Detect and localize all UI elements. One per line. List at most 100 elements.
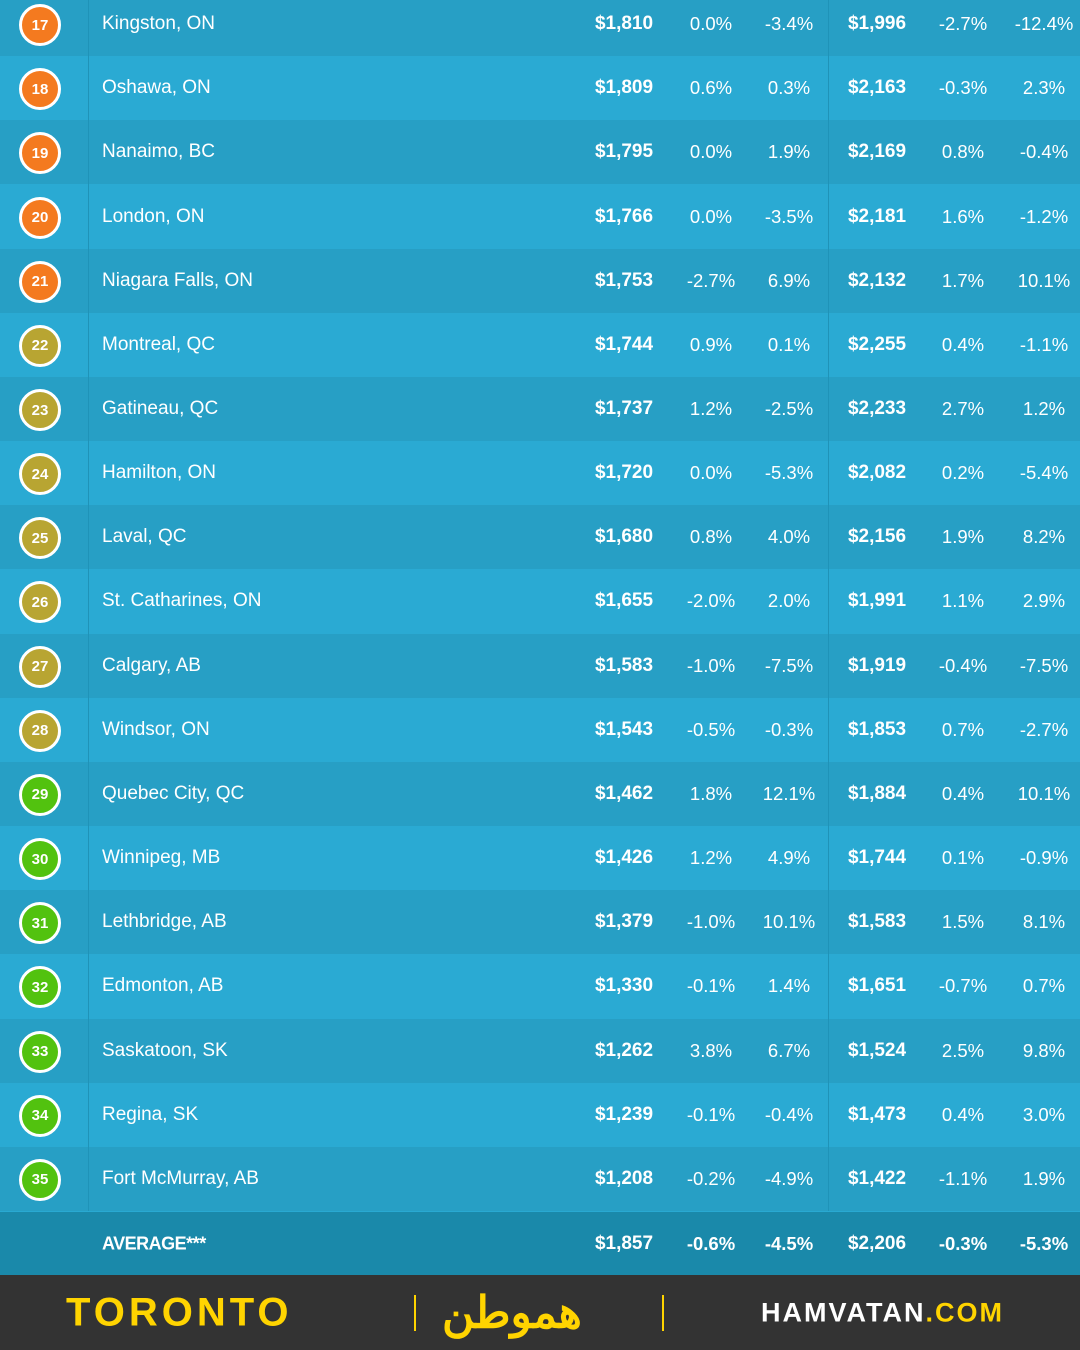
2br-yearly-change: 1.9%	[1022, 1167, 1066, 1189]
2br-monthly-change: 0.8%	[941, 141, 985, 163]
rank-badge: 18	[19, 68, 61, 111]
1br-monthly-change: 1.2%	[689, 398, 733, 420]
table-row: 19 Nanaimo, BC $1,795 0.0% 1.9% $2,169 0.8% -0.…	[0, 120, 1080, 185]
2br-yearly-change: -0.9%	[1019, 847, 1069, 869]
table-row: 31 Lethbridge, AB $1,379 -1.0% 10.1% $1,583 1.…	[0, 890, 1080, 955]
rank-badge: 30	[19, 838, 61, 881]
column-divider	[88, 0, 89, 57]
1br-monthly-change: 0.6%	[689, 77, 733, 99]
table-row: 22 Montreal, QC $1,744 0.9% 0.1% $2,255 0.4% -1…	[0, 312, 1080, 377]
city-name: Fort McMurray, AB	[102, 1167, 259, 1189]
2br-monthly-change: -1.1%	[938, 1167, 988, 1189]
city-name: Windsor, ON	[102, 718, 210, 740]
2br-monthly-change: 0.2%	[941, 462, 985, 484]
average-1br-price: $1,857	[594, 1232, 654, 1254]
2br-yearly-change: -1.1%	[1019, 333, 1069, 355]
2br-yearly-change: 2.9%	[1022, 590, 1066, 612]
column-divider	[88, 312, 89, 377]
2br-monthly-change: -0.4%	[938, 654, 988, 676]
column-divider	[828, 376, 829, 442]
column-divider	[828, 184, 829, 249]
1br-monthly-change: -1.0%	[686, 911, 736, 933]
table-row: 32 Edmonton, AB $1,330 -0.1% 1.4% $1,651 -0.7%…	[0, 954, 1080, 1019]
1br-monthly-change: 0.0%	[689, 462, 733, 484]
divider	[662, 1295, 664, 1331]
rank-badge: 19	[19, 132, 61, 175]
rank-badge: 22	[19, 324, 61, 367]
column-divider	[88, 633, 89, 698]
table-row: 33 Saskatoon, SK $1,262 3.8% 6.7% $1,524 2.5% 9…	[0, 1018, 1080, 1083]
column-divider	[828, 120, 829, 185]
1br-monthly-change: 3.8%	[689, 1039, 733, 1061]
1br-monthly-change: 0.0%	[689, 13, 733, 35]
2br-price: $1,919	[847, 654, 907, 676]
1br-yearly-change: -0.3%	[764, 718, 814, 740]
2br-monthly-change: 0.4%	[941, 1103, 985, 1125]
site-tld: .COM	[925, 1297, 1004, 1327]
rank-badge: 26	[19, 581, 61, 624]
2br-monthly-change: 0.1%	[941, 847, 985, 869]
table-row: 18 Oshawa, ON $1,809 0.6% 0.3% $2,163 -0.3% 2.3…	[0, 56, 1080, 121]
rent-table: 17 Kingston, ON $1,810 0.0% -3.4% $1,996 -2.7%…	[0, 0, 1080, 1211]
1br-price: $1,543	[594, 718, 654, 740]
average-2br-price: $2,206	[847, 1232, 907, 1254]
rank-badge: 28	[19, 709, 61, 752]
1br-yearly-change: -3.4%	[764, 13, 814, 35]
column-divider	[828, 505, 829, 570]
average-1br-yearly-change: -4.5%	[764, 1232, 814, 1254]
average-2br-monthly-change: -0.3%	[938, 1232, 988, 1254]
rank-badge: 17	[19, 4, 61, 47]
divider	[414, 1295, 416, 1331]
1br-monthly-change: -0.5%	[686, 718, 736, 740]
2br-yearly-change: 10.1%	[1017, 269, 1071, 291]
table-row: 35 Fort McMurray, AB $1,208 -0.2% -4.9% $1,42…	[0, 1146, 1080, 1211]
1br-monthly-change: 0.8%	[689, 526, 733, 548]
table-row: 17 Kingston, ON $1,810 0.0% -3.4% $1,996 -2.7%…	[0, 0, 1080, 57]
2br-monthly-change: 2.5%	[941, 1039, 985, 1061]
1br-price: $1,795	[594, 141, 654, 163]
column-divider	[828, 697, 829, 762]
1br-yearly-change: 1.4%	[767, 975, 811, 997]
2br-price: $1,996	[847, 13, 907, 35]
city-name: Winnipeg, MB	[102, 847, 221, 869]
1br-yearly-change: -4.9%	[764, 1167, 814, 1189]
2br-monthly-change: 0.7%	[941, 718, 985, 740]
table-row: 29 Quebec City, QC $1,462 1.8% 12.1% $1,884 0.…	[0, 761, 1080, 827]
2br-monthly-change: -0.3%	[938, 77, 988, 99]
city-name: Lethbridge, AB	[102, 911, 227, 933]
column-divider	[88, 826, 89, 891]
rank-badge: 31	[19, 902, 61, 945]
1br-monthly-change: -0.1%	[686, 975, 736, 997]
2br-monthly-change: 1.6%	[941, 205, 985, 227]
city-name: Oshawa, ON	[102, 77, 211, 99]
2br-yearly-change: -12.4%	[1014, 13, 1074, 35]
table-row: 21 Niagara Falls, ON $1,753 -2.7% 6.9% $2,132…	[0, 248, 1080, 313]
2br-yearly-change: 10.1%	[1017, 782, 1071, 804]
1br-price: $1,753	[594, 269, 654, 291]
column-divider	[828, 312, 829, 377]
rank-badge: 32	[19, 966, 61, 1009]
city-name: London, ON	[102, 205, 205, 227]
1br-monthly-change: -2.0%	[686, 590, 736, 612]
average-label: AVERAGE***	[102, 1233, 206, 1253]
rank-badge: 20	[19, 196, 61, 239]
1br-price: $1,680	[594, 526, 654, 548]
rank-badge: 27	[19, 645, 61, 688]
1br-price: $1,744	[594, 333, 654, 355]
2br-price: $2,169	[847, 141, 907, 163]
2br-monthly-change: -2.7%	[938, 13, 988, 35]
column-divider	[828, 954, 829, 1019]
1br-yearly-change: -3.5%	[764, 205, 814, 227]
city-name: Hamilton, ON	[102, 462, 217, 484]
2br-price: $1,524	[847, 1039, 907, 1061]
2br-yearly-change: 0.7%	[1022, 975, 1066, 997]
column-divider	[88, 1146, 89, 1211]
rank-badge: 34	[19, 1094, 61, 1137]
footer-city: TORONTO	[66, 1290, 293, 1334]
site-link[interactable]: HAMVATAN.COM	[761, 1297, 1004, 1328]
2br-monthly-change: 1.7%	[941, 269, 985, 291]
1br-yearly-change: 0.3%	[767, 77, 811, 99]
column-divider	[828, 569, 829, 634]
2br-yearly-change: -0.4%	[1019, 141, 1069, 163]
table-row: 34 Regina, SK $1,239 -0.1% -0.4% $1,473 0.4% 3.…	[0, 1082, 1080, 1147]
